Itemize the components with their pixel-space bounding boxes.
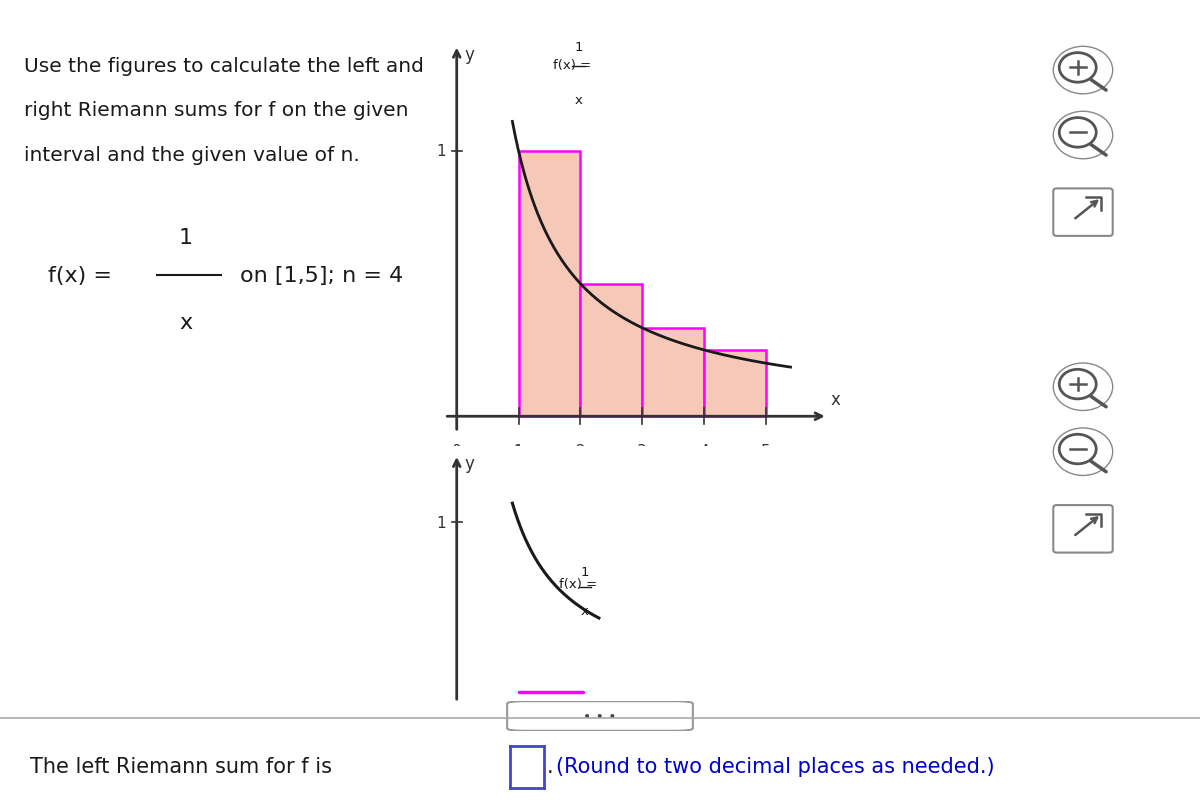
Text: (Round to two decimal places as needed.): (Round to two decimal places as needed.): [556, 757, 995, 776]
Text: x: x: [581, 604, 589, 617]
Bar: [642, 328, 704, 417]
FancyBboxPatch shape: [508, 702, 692, 731]
Text: x: x: [830, 391, 841, 409]
Text: 3: 3: [637, 444, 647, 458]
Text: 4: 4: [700, 444, 709, 458]
FancyBboxPatch shape: [1054, 505, 1112, 553]
Text: x: x: [180, 312, 192, 333]
Text: 1: 1: [575, 41, 583, 54]
Text: right Riemann sums for f on the given: right Riemann sums for f on the given: [24, 101, 408, 120]
Text: 1: 1: [436, 515, 445, 530]
Text: 2: 2: [576, 444, 586, 458]
Text: f(x) =: f(x) =: [48, 266, 119, 285]
Bar: [518, 152, 581, 417]
Text: 1: 1: [514, 444, 523, 458]
Text: f(x) =: f(x) =: [552, 59, 595, 72]
Text: on [1,5]; n = 4: on [1,5]; n = 4: [240, 266, 403, 285]
FancyBboxPatch shape: [1054, 189, 1112, 237]
Text: The left Riemann sum for f is: The left Riemann sum for f is: [30, 757, 332, 776]
Text: y: y: [464, 45, 474, 64]
Text: .: .: [547, 757, 554, 776]
Text: 0: 0: [452, 444, 462, 458]
Bar: [581, 284, 642, 417]
Text: • • •: • • •: [583, 709, 617, 723]
Text: Use the figures to calculate the left and: Use the figures to calculate the left an…: [24, 57, 424, 75]
Bar: [704, 350, 766, 417]
Text: 1: 1: [436, 144, 445, 159]
Text: 1: 1: [581, 565, 589, 578]
Text: x: x: [575, 93, 582, 106]
Text: 5: 5: [761, 444, 770, 458]
Text: f(x) =: f(x) =: [559, 577, 601, 590]
Text: 1: 1: [179, 227, 193, 247]
Text: interval and the given value of n.: interval and the given value of n.: [24, 146, 360, 165]
Text: y: y: [464, 454, 474, 473]
